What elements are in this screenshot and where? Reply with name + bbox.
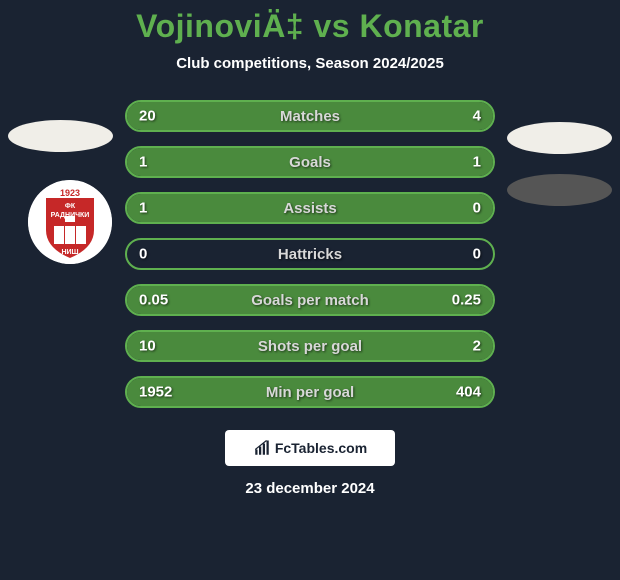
stat-value-right: 1 — [473, 154, 481, 171]
stat-row: 0 0 Hattricks — [125, 238, 495, 270]
club-left-badge: 1923 ФК РАДНИЧКИ НИШ — [28, 180, 112, 264]
stat-fill-left — [127, 148, 310, 176]
stat-label: Hattricks — [278, 246, 342, 263]
stat-row: 1 1 Goals — [125, 146, 495, 178]
stat-fill-right — [432, 332, 493, 360]
stat-fill-right — [310, 148, 493, 176]
stat-value-right: 0 — [473, 200, 481, 217]
stat-label: Assists — [283, 200, 336, 217]
stat-value-right: 2 — [473, 338, 481, 355]
stat-value-right: 0 — [473, 246, 481, 263]
stat-row: 20 4 Matches — [125, 100, 495, 132]
stat-value-left: 1 — [139, 200, 147, 217]
stat-row: 0.05 0.25 Goals per match — [125, 284, 495, 316]
stat-row: 1952 404 Min per goal — [125, 376, 495, 408]
stat-label: Goals per match — [251, 292, 369, 309]
chart-icon — [253, 439, 271, 457]
club-year: 1923 — [60, 188, 80, 198]
date-text: 23 december 2024 — [0, 480, 620, 497]
stats-container: 204Matches11Goals10Assists00Hattricks0.0… — [125, 100, 495, 408]
stat-row: 10 2 Shots per goal — [125, 330, 495, 362]
club-crest-icon: 1923 ФК РАДНИЧКИ НИШ — [28, 180, 112, 264]
player-left-badge — [8, 120, 113, 152]
page-subtitle: Club competitions, Season 2024/2025 — [0, 55, 620, 72]
stat-label: Shots per goal — [258, 338, 362, 355]
page-title: VojinoviÄ‡ vs Konatar — [0, 8, 620, 45]
stat-value-right: 4 — [473, 108, 481, 125]
svg-text:НИШ: НИШ — [61, 249, 78, 256]
header: VojinoviÄ‡ vs Konatar Club competitions,… — [0, 0, 620, 72]
stat-label: Matches — [280, 108, 340, 125]
stat-value-left: 0.05 — [139, 292, 168, 309]
stat-value-left: 10 — [139, 338, 156, 355]
stat-value-right: 0.25 — [452, 292, 481, 309]
stat-value-left: 20 — [139, 108, 156, 125]
brand-text: FcTables.com — [275, 440, 367, 456]
stat-value-left: 1952 — [139, 384, 172, 401]
stat-label: Goals — [289, 154, 331, 171]
svg-text:РАДНИЧКИ: РАДНИЧКИ — [51, 212, 90, 219]
stat-value-left: 1 — [139, 154, 147, 171]
stat-fill-right — [432, 102, 493, 130]
player-right-badge-2 — [507, 174, 612, 206]
stat-value-left: 0 — [139, 246, 147, 263]
brand-badge[interactable]: FcTables.com — [225, 430, 395, 466]
player-right-badge-1 — [507, 122, 612, 154]
stat-row: 1 0 Assists — [125, 192, 495, 224]
svg-text:ФК: ФК — [65, 203, 76, 210]
stat-label: Min per goal — [266, 384, 354, 401]
stat-value-right: 404 — [456, 384, 481, 401]
